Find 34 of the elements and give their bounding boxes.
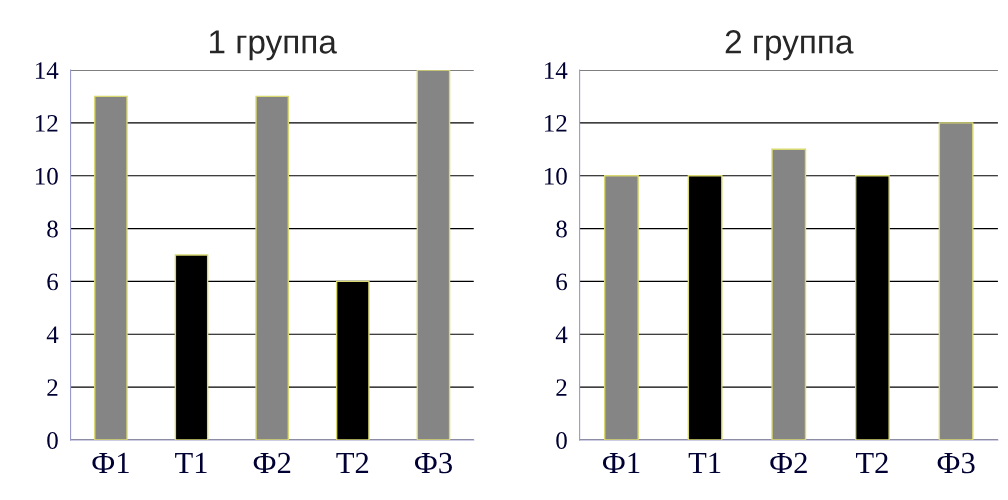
y-tick-label: 14 — [35, 62, 59, 79]
x-tick-label: Т2 — [336, 452, 369, 474]
x-tick-label: Ф2 — [253, 452, 291, 474]
x-tick-label: Ф1 — [602, 452, 640, 474]
bar — [94, 95, 128, 440]
y-tick-label: 0 — [47, 432, 58, 449]
y-tick-label: 6 — [556, 273, 568, 291]
y-tick-label: 2 — [556, 379, 567, 396]
chart-title: 1 группа — [209, 30, 337, 61]
bar — [938, 122, 974, 440]
y-tick-label: 8 — [47, 220, 58, 238]
x-tick-label: Ф3 — [414, 452, 452, 474]
x-tick-label: Ф3 — [937, 452, 975, 474]
bar — [416, 70, 451, 440]
y-tick-label: 12 — [35, 114, 58, 132]
x-tick-label: Ф2 — [770, 452, 807, 474]
y-tick-label: 2 — [47, 379, 58, 396]
x-tick-label: Т1 — [688, 452, 721, 474]
y-tick-label: 10 — [35, 167, 58, 185]
chart-title: 2 группа — [725, 30, 854, 61]
y-tick-label: 0 — [556, 432, 567, 449]
x-tick-label: Т2 — [856, 452, 888, 474]
bar — [771, 148, 807, 440]
y-tick-label: 12 — [544, 114, 567, 132]
x-tick-label: Т1 — [175, 452, 207, 474]
bar — [255, 95, 289, 440]
y-tick-label: 4 — [46, 326, 59, 343]
bar — [604, 175, 639, 440]
x-tick-label: Ф1 — [92, 452, 129, 474]
y-tick-label: 4 — [555, 326, 568, 343]
y-tick-label: 10 — [544, 167, 567, 185]
y-tick-label: 14 — [544, 62, 568, 79]
y-tick-label: 6 — [47, 273, 59, 291]
y-tick-label: 8 — [556, 220, 567, 238]
